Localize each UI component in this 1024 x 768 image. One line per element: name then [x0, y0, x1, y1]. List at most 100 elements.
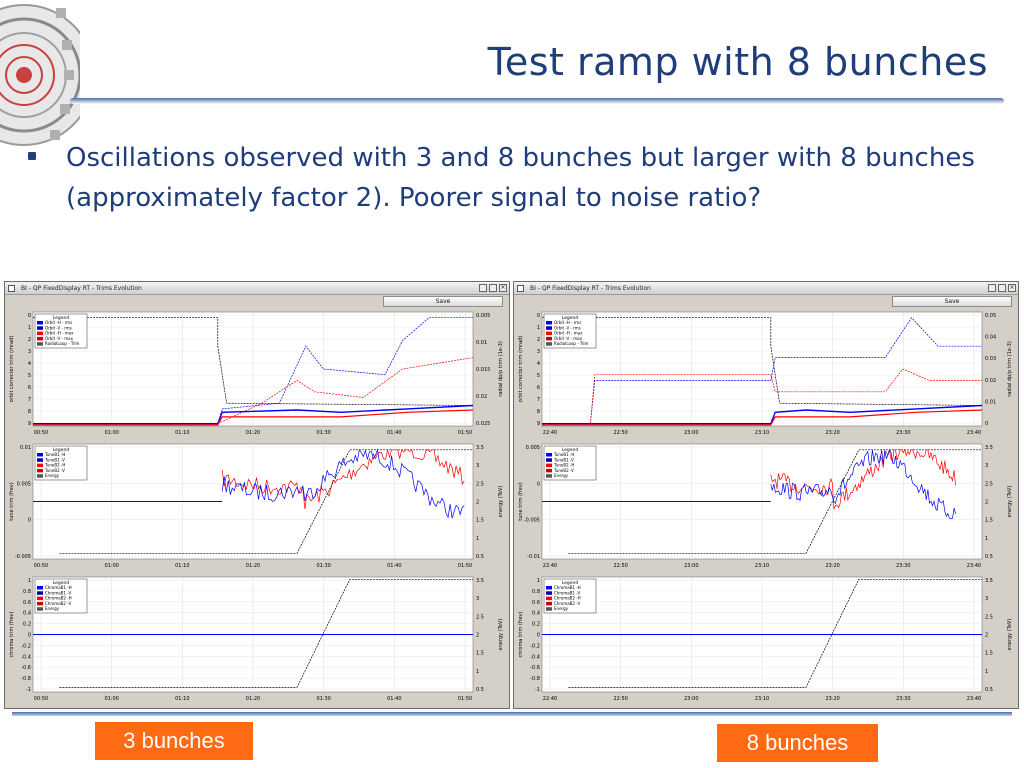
- y2-tick-label: 0.01: [985, 399, 996, 405]
- x-tick-label: 23:20: [825, 696, 839, 702]
- maximize-icon[interactable]: [489, 284, 497, 292]
- y2-tick-label: 0.05: [985, 313, 996, 319]
- orbit-v-max-line: [590, 317, 982, 424]
- title-divider: [70, 98, 1004, 104]
- y2-tick-label: 0.5: [476, 687, 484, 693]
- y-tick-label: 0.2: [23, 622, 31, 628]
- maximize-icon[interactable]: [998, 284, 1006, 292]
- legend-title: Legend: [562, 447, 579, 453]
- legend-entry: RadialLoop - Trim: [45, 341, 80, 346]
- bullet-marker: [28, 152, 36, 160]
- x-tick-label: 01:00: [104, 430, 118, 436]
- y-tick-label: 1: [537, 578, 540, 584]
- y2-tick-label: 0: [985, 421, 988, 427]
- legend-entry: Energy: [554, 473, 569, 478]
- x-tick-label: 22:40: [543, 696, 557, 702]
- y-tick-label: 7: [537, 397, 540, 403]
- x-tick-label: 00:50: [34, 430, 48, 436]
- legend-entry: Orbit -V - rms: [554, 325, 581, 330]
- legend-swatch: [546, 586, 552, 590]
- legend-swatch: [546, 321, 552, 325]
- close-icon[interactable]: ×: [1008, 284, 1016, 292]
- legend-box: [34, 445, 88, 481]
- y2-tick-label: 3.5: [985, 578, 993, 584]
- left-plot-area: 00:50 01:00 01:10 01:20 01:30 01:40 01:50 0 1 2 3 4…: [5, 308, 509, 706]
- legend-entry: Orbit -H - max: [554, 331, 583, 336]
- y-axis-label: chroma trim (frev): [518, 611, 524, 657]
- left-save-button[interactable]: Save: [383, 296, 503, 307]
- y-tick-label: -0.005: [524, 518, 540, 524]
- legend-swatch: [37, 596, 43, 601]
- legend-swatch: [546, 331, 552, 336]
- y-tick-label: 0.005: [526, 445, 540, 451]
- y-tick-label: -1: [26, 687, 31, 693]
- legend-entry: Orbit -V - rms: [45, 325, 72, 330]
- y2-tick-label: 1: [476, 669, 479, 675]
- y2-tick-label: 1: [476, 536, 479, 542]
- y-tick-label: 8: [537, 409, 540, 415]
- y2-tick-label: 0.01: [476, 340, 487, 346]
- x-tick-label: 01:20: [246, 696, 260, 702]
- traces: [33, 578, 473, 688]
- chart-panel-left-bottom: 00:50 01:00 01:10 01:20 01:30 01:40 01:50 1 0.8 0…: [9, 576, 504, 702]
- traces: [542, 317, 983, 426]
- y2-tick-label: 1.5: [476, 651, 484, 657]
- chart-panel-right-bottom: 22:40 22:50 23:00 23:10 23:20 23:30 23:40 1 0.8 0…: [518, 576, 1013, 702]
- x-tick-label: 23:40: [967, 563, 981, 569]
- legend-swatch: [37, 474, 43, 478]
- right-charts: 22:40 22:50 23:00 23:10 23:20 23:30 23:40 0 1 2 3 4…: [518, 311, 1013, 702]
- legend-entry: TuneB1 -V: [44, 457, 65, 462]
- y2-tick-label: 1.5: [985, 518, 993, 524]
- y-tick-label: 0.4: [532, 611, 540, 617]
- y-tick-label: 0.6: [532, 600, 540, 606]
- minimize-icon[interactable]: [479, 284, 487, 292]
- y-tick-label: -0.8: [21, 676, 31, 682]
- legend-title: Legend: [53, 315, 70, 321]
- slide-title: Test ramp with 8 bunches: [487, 40, 988, 84]
- minimize-icon[interactable]: [988, 284, 996, 292]
- legend-swatch: [37, 607, 43, 611]
- x-tick-label: 23:30: [896, 696, 910, 702]
- legend-entry: TuneB2 -V: [44, 468, 65, 473]
- y-axis-label: tune trim (frev): [518, 482, 524, 521]
- legend-box: [34, 313, 88, 349]
- x-tick-label: 23:30: [896, 563, 910, 569]
- legend-entry: Orbit -H - rms: [554, 320, 581, 325]
- y2-tick-label: 0.03: [985, 356, 996, 362]
- left-window-titlebar[interactable]: BI - QP FixedDisplay RT - Trims Evolutio…: [5, 282, 509, 295]
- legend-swatch: [546, 607, 552, 611]
- close-icon[interactable]: ×: [499, 284, 507, 292]
- y-tick-label: -0.6: [530, 665, 540, 671]
- y-tick-label: 0.6: [23, 600, 31, 606]
- legend-entry: ChromaB2 -V: [45, 601, 71, 606]
- y-tick-label: 0.005: [17, 481, 31, 487]
- legend-swatch: [546, 458, 552, 462]
- legend-swatch: [546, 463, 552, 468]
- legend-box: [34, 578, 88, 614]
- y2-tick-label: 1: [985, 536, 988, 542]
- legend-swatch: [546, 336, 552, 341]
- legend-swatch: [546, 342, 552, 346]
- right-window-titlebar[interactable]: BI - QP FixedDisplay RT - Trims Evolutio…: [514, 282, 1018, 295]
- legend-entry: Orbit -V - max: [45, 336, 74, 341]
- legend-swatch: [37, 342, 43, 346]
- right-save-button[interactable]: Save: [892, 296, 1012, 307]
- legend-swatch: [37, 591, 43, 595]
- legend-title: Legend: [562, 580, 579, 586]
- legend-swatch: [37, 463, 43, 468]
- y-tick-label: -0.01: [527, 554, 540, 560]
- y2-tick-label: 1: [985, 669, 988, 675]
- x-tick-label: 22:50: [613, 430, 627, 436]
- right-window-title: BI - QP FixedDisplay RT - Trims Evolutio…: [530, 285, 651, 292]
- orbit-v-max-line: [217, 317, 473, 424]
- tune-trace-1: [221, 448, 465, 519]
- y2-tick-label: 0.005: [476, 313, 490, 319]
- y-tick-label: -0.6: [21, 665, 31, 671]
- y-tick-label: 5: [537, 373, 540, 379]
- traces: [33, 317, 474, 426]
- y2-tick-label: 3: [476, 596, 479, 602]
- y-tick-label: 7: [28, 397, 31, 403]
- legend-entry: Energy: [45, 473, 60, 478]
